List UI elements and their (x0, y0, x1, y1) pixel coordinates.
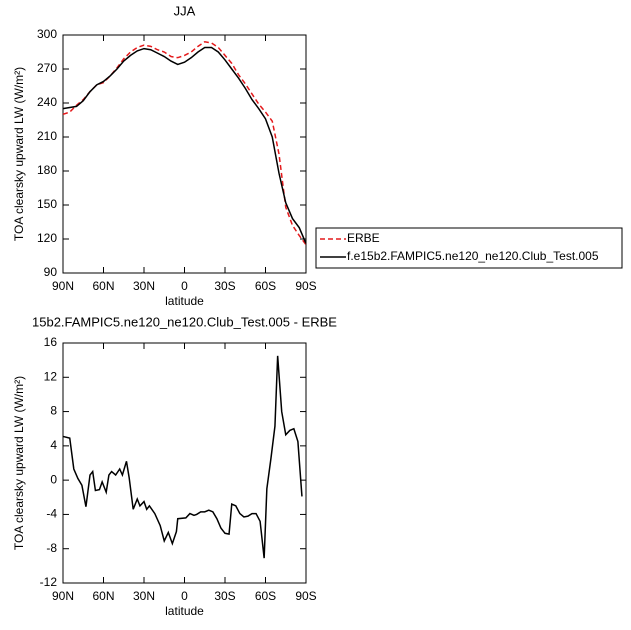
data-line (62, 46, 307, 244)
x-tick-label: 90S (295, 279, 316, 293)
y-tick-label: 240 (37, 95, 57, 109)
x-tick-label: 60S (255, 589, 276, 603)
y-tick-label: 120 (37, 231, 57, 245)
y-tick-label: 90 (44, 265, 58, 279)
x-tick-label: 60N (92, 279, 114, 293)
y-tick-label: 270 (37, 61, 57, 75)
y-tick-label: 180 (37, 163, 57, 177)
plot-frame (62, 34, 307, 274)
x-tick-label: 30S (214, 589, 235, 603)
y-tick-label: -12 (40, 575, 58, 589)
y-tick-label: -4 (46, 507, 57, 521)
x-tick-label: 60N (92, 589, 114, 603)
chart-title: 15b2.FAMPIC5.ne120_ne120.Club_Test.005 -… (32, 314, 337, 329)
x-tick-label: 60S (255, 279, 276, 293)
x-tick-label: 90S (295, 589, 316, 603)
x-tick-label: 0 (181, 279, 188, 293)
x-axis-label: latitude (165, 294, 204, 308)
legend-box (315, 227, 623, 269)
data-line (62, 355, 303, 559)
legend-label: ERBE (347, 231, 380, 245)
x-tick-label: 30S (214, 279, 235, 293)
data-line (62, 41, 307, 246)
y-tick-label: 4 (50, 438, 57, 452)
x-tick-label: 30N (133, 589, 155, 603)
legend-label: f.e15b2.FAMPIC5.ne120_ne120.Club_Test.00… (347, 249, 599, 263)
x-axis-label: latitude (165, 604, 204, 618)
y-tick-label: 300 (37, 27, 57, 41)
y-tick-label: 0 (50, 472, 57, 486)
x-tick-label: 90N (52, 589, 74, 603)
x-tick-label: 0 (181, 589, 188, 603)
chart-title: JJA (174, 3, 196, 18)
plot-frame (62, 342, 307, 584)
y-axis-label: TOA clearsky upward LW (W/m²) (12, 67, 26, 241)
y-tick-label: 8 (50, 404, 57, 418)
y-tick-label: 150 (37, 197, 57, 211)
y-tick-label: 210 (37, 129, 57, 143)
x-tick-label: 90N (52, 279, 74, 293)
y-tick-label: 12 (44, 369, 58, 383)
y-tick-label: -8 (46, 541, 57, 555)
y-tick-label: 16 (44, 335, 58, 349)
x-tick-label: 30N (133, 279, 155, 293)
y-axis-label: TOA clearsky upward LW (W/m²) (12, 376, 26, 550)
